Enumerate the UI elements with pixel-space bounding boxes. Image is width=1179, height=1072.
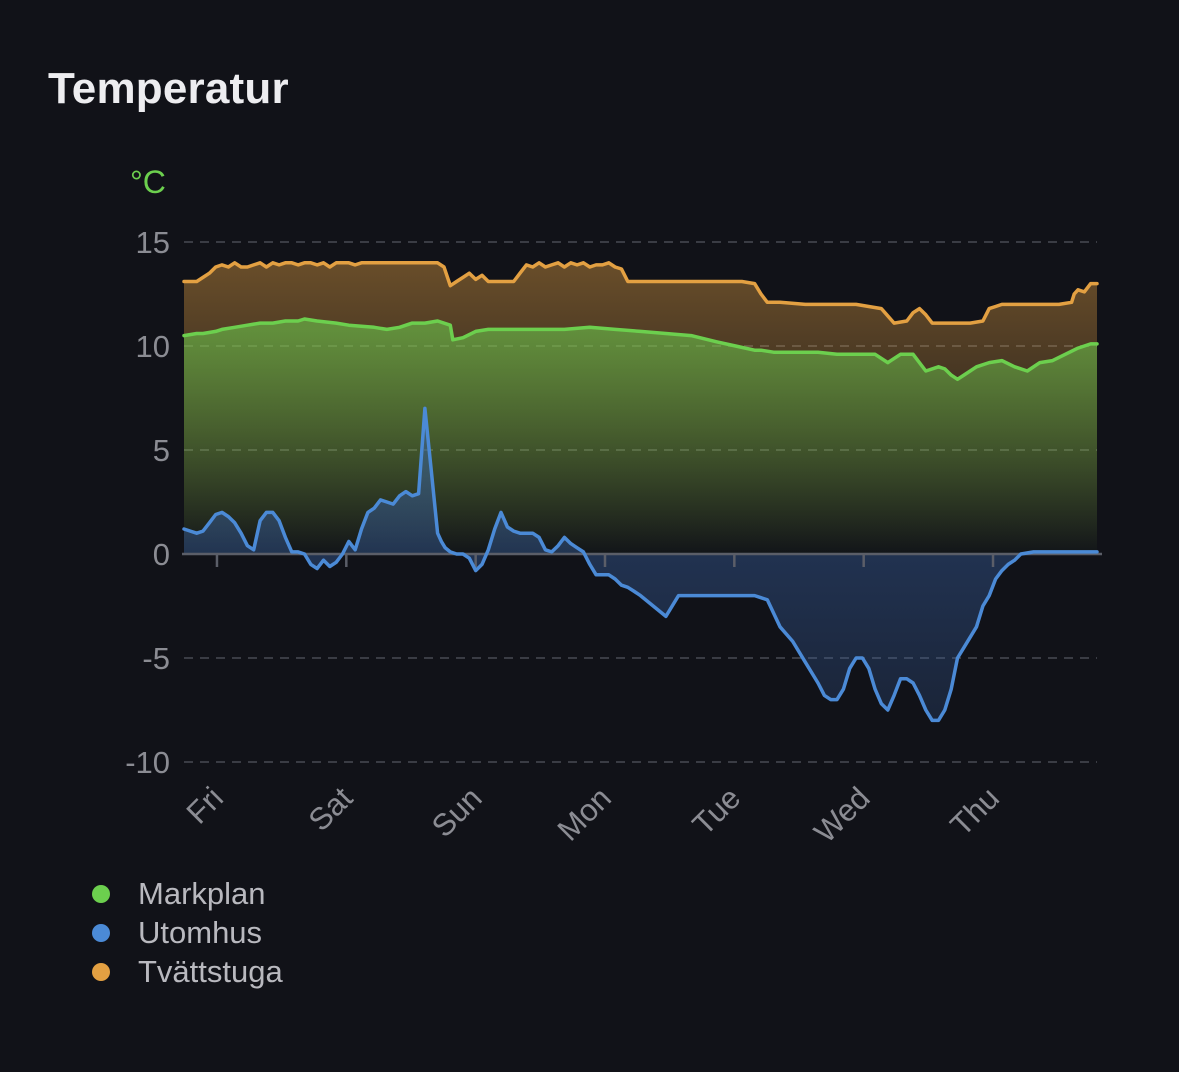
y-axis: 15 10 5 0 -5 -10 [125, 225, 170, 780]
legend-item[interactable]: Markplan [92, 874, 283, 913]
y-tick-label: -10 [125, 745, 170, 780]
legend-dot-icon [92, 923, 110, 942]
x-axis-labels: Fri Sat Sun Mon Tue Wed Thu [180, 780, 1006, 850]
legend-label: Markplan [138, 875, 266, 911]
utomhus-area [184, 408, 1097, 721]
utomhus-line [182, 406, 1099, 723]
series-areas [184, 262, 1097, 721]
x-tick-label: Sun [425, 780, 489, 844]
markplan-line [182, 317, 1099, 382]
legend-dot-icon [92, 884, 110, 903]
x-tick-label: Mon [551, 780, 618, 847]
x-tick-label: Fri [180, 780, 230, 830]
y-tick-label: 5 [153, 433, 170, 468]
x-tick-label: Sat [302, 780, 360, 838]
y-tick-label: 10 [136, 329, 170, 364]
y-tick-label: 0 [153, 537, 170, 572]
legend: Markplan Utomhus Tvättstuga [92, 874, 283, 991]
series-lines [182, 261, 1099, 723]
card-title: Temperatur [48, 64, 289, 113]
x-tick-label: Thu [943, 780, 1006, 843]
tvattstuga-line [182, 261, 1099, 325]
legend-item[interactable]: Utomhus [92, 913, 283, 952]
legend-label: Utomhus [138, 914, 263, 950]
x-tick-label: Tue [686, 780, 748, 842]
y-tick-label: -5 [142, 641, 170, 676]
x-tick-label: Wed [807, 780, 876, 849]
legend-dot-icon [92, 962, 110, 981]
y-axis-unit-label: °C [130, 164, 166, 200]
legend-item[interactable]: Tvättstuga [92, 952, 283, 991]
y-tick-label: 15 [136, 225, 170, 260]
legend-label: Tvättstuga [138, 953, 283, 989]
x-axis [182, 552, 1102, 567]
